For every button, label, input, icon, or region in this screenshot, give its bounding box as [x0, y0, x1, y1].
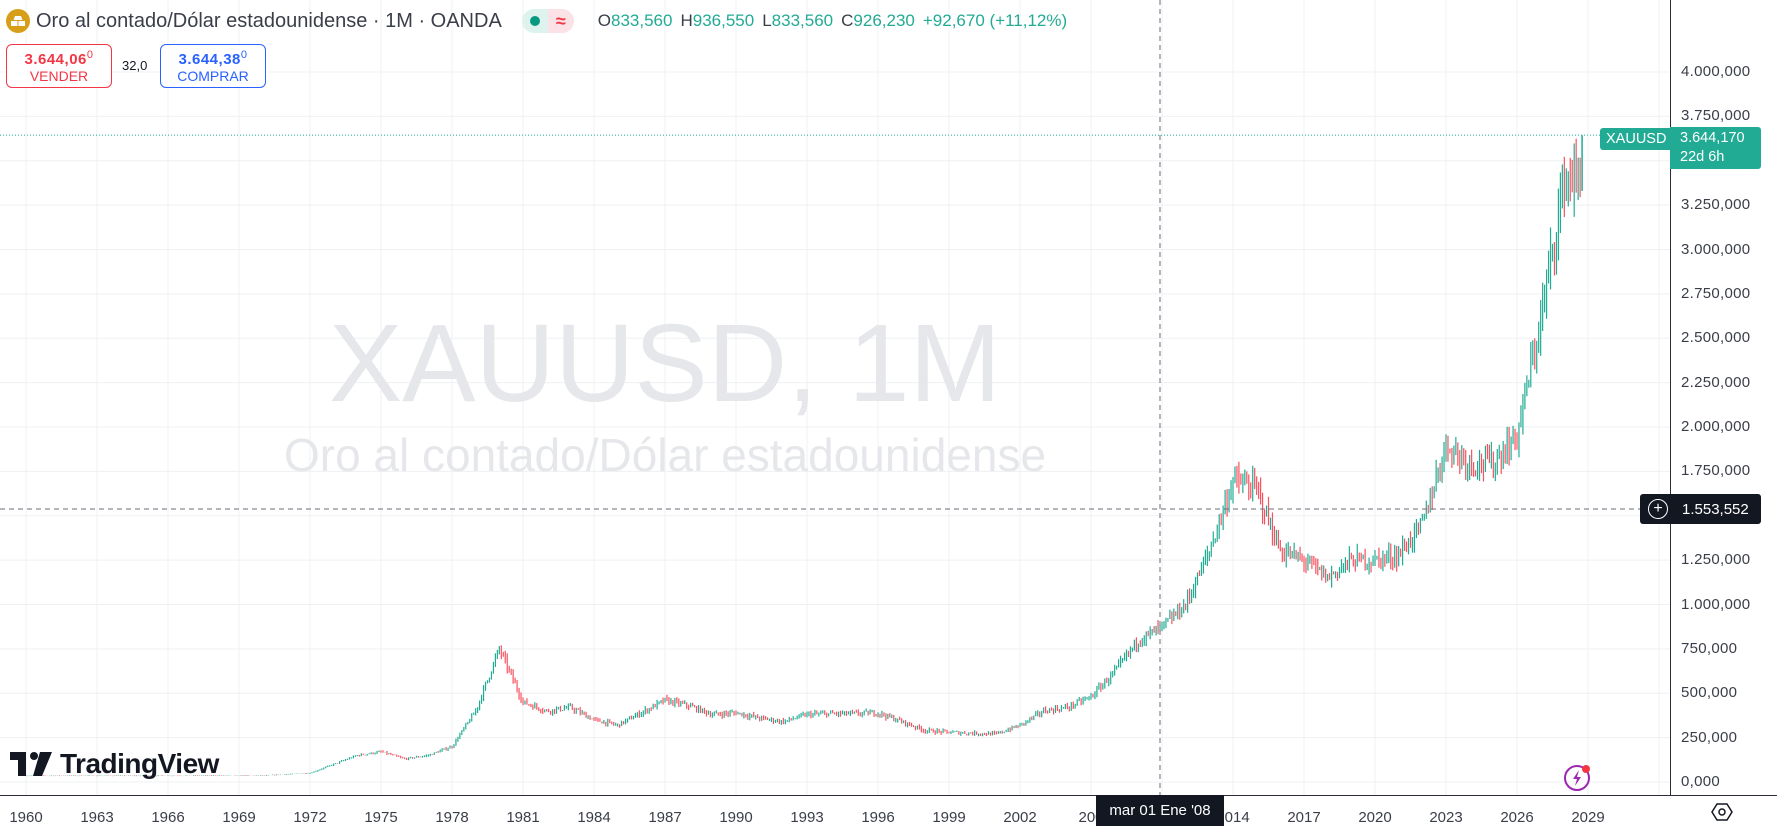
year-label: 1960	[9, 809, 43, 826]
year-label: 1978	[435, 809, 469, 826]
buy-button[interactable]: 3.644,380 COMPRAR	[160, 44, 266, 88]
year-label: 1975	[364, 809, 398, 826]
price-chart[interactable]	[0, 0, 1670, 795]
year-label: 2029	[1571, 809, 1605, 826]
buy-price: 3.644,38	[178, 50, 241, 68]
tradingview-logo-icon	[10, 752, 52, 776]
price-label: 1.250,000	[1681, 551, 1751, 569]
time-axis[interactable]: 1960 1963 1966 1969 1972 1975 1978 1981 1984 1987…	[0, 795, 1777, 827]
lightning-icon[interactable]	[1563, 762, 1591, 791]
year-label: 1963	[80, 809, 114, 826]
gold-bars-icon[interactable]	[6, 9, 30, 33]
price-label: 3.250,000	[1681, 196, 1751, 214]
year-label: 2002	[1003, 809, 1037, 826]
price-label: 500,000	[1681, 684, 1738, 702]
year-label: 1987	[648, 809, 682, 826]
year-label: 1966	[151, 809, 185, 826]
symbol-title[interactable]: Oro al contado/Dólar estadounidense · 1M…	[36, 9, 502, 32]
crosshair-price-tag[interactable]: + 1.553,552	[1640, 494, 1761, 524]
sell-button[interactable]: 3.644,060 VENDER	[6, 44, 112, 88]
year-label: 1993	[790, 809, 824, 826]
spread-value: 32,0	[122, 58, 148, 73]
delayed-data-icon: ≈	[547, 9, 574, 33]
price-label: 1.000,000	[1681, 595, 1751, 613]
year-label: 1981	[506, 809, 540, 826]
price-label: 2.500,000	[1681, 329, 1751, 347]
market-status[interactable]: ≈	[521, 9, 574, 33]
market-open-icon	[521, 9, 548, 33]
year-label: 2014	[1216, 809, 1250, 826]
symbol-price-tag: XAUUSD	[1600, 128, 1673, 150]
year-label: 2023	[1429, 809, 1463, 826]
price-label: 3.000,000	[1681, 240, 1751, 258]
year-label: 2026	[1500, 809, 1534, 826]
buy-label: COMPRAR	[177, 67, 249, 84]
legend-header: Oro al contado/Dólar estadounidense · 1M…	[6, 8, 1067, 34]
sell-label: VENDER	[29, 67, 89, 84]
bar-countdown: 22d 6h	[1680, 149, 1725, 165]
price-label: 2.750,000	[1681, 284, 1751, 302]
year-label: 1999	[932, 809, 966, 826]
year-label: 1972	[293, 809, 327, 826]
year-label: 1996	[861, 809, 895, 826]
price-label: 2.250,000	[1681, 373, 1751, 391]
chart-settings-icon[interactable]	[1710, 802, 1734, 822]
year-label: 1969	[222, 809, 256, 826]
ohlc-values: O833,560 H936,550 L833,560 C926,230 +92,…	[597, 11, 1068, 30]
price-label: 0,000	[1681, 773, 1721, 790]
price-label: 1.750,000	[1681, 462, 1751, 480]
change-value: +92,670 (+11,12%)	[922, 11, 1068, 30]
year-label: 1990	[719, 809, 753, 826]
crosshair-date-tag: mar 01 Ene '08	[1096, 795, 1224, 826]
crosshair-price-value: 1.553,552	[1682, 500, 1749, 518]
price-label: 2.000,000	[1681, 418, 1751, 435]
sell-price: 3.644,06	[24, 50, 87, 68]
price-label: 4.000,000	[1681, 63, 1751, 80]
add-alert-plus-icon[interactable]: +	[1648, 499, 1668, 519]
high-value: 936,550	[692, 11, 755, 30]
tradingview-logo-text: TradingView	[60, 748, 219, 779]
price-label: 250,000	[1681, 728, 1738, 746]
last-price-value: 3.644,170	[1680, 130, 1745, 146]
open-value: 833,560	[611, 11, 673, 30]
year-label: 2017	[1287, 809, 1321, 826]
tradingview-logo[interactable]: TradingView	[10, 748, 219, 780]
price-axis[interactable]: USD 4.000,0003.750,0003.250,0003.000,000…	[1670, 0, 1777, 795]
price-label: 750,000	[1681, 639, 1738, 657]
close-value: 926,230	[853, 11, 915, 30]
last-price-tag: 3.644,170 22d 6h	[1670, 127, 1761, 169]
year-label: 1984	[577, 809, 611, 826]
year-label: 2020	[1358, 809, 1392, 826]
chart-pane[interactable]: XAUUSD, 1M Oro al contado/Dólar estadoun…	[0, 0, 1670, 795]
low-value: 833,560	[771, 11, 834, 30]
price-label: 3.750,000	[1681, 107, 1751, 125]
